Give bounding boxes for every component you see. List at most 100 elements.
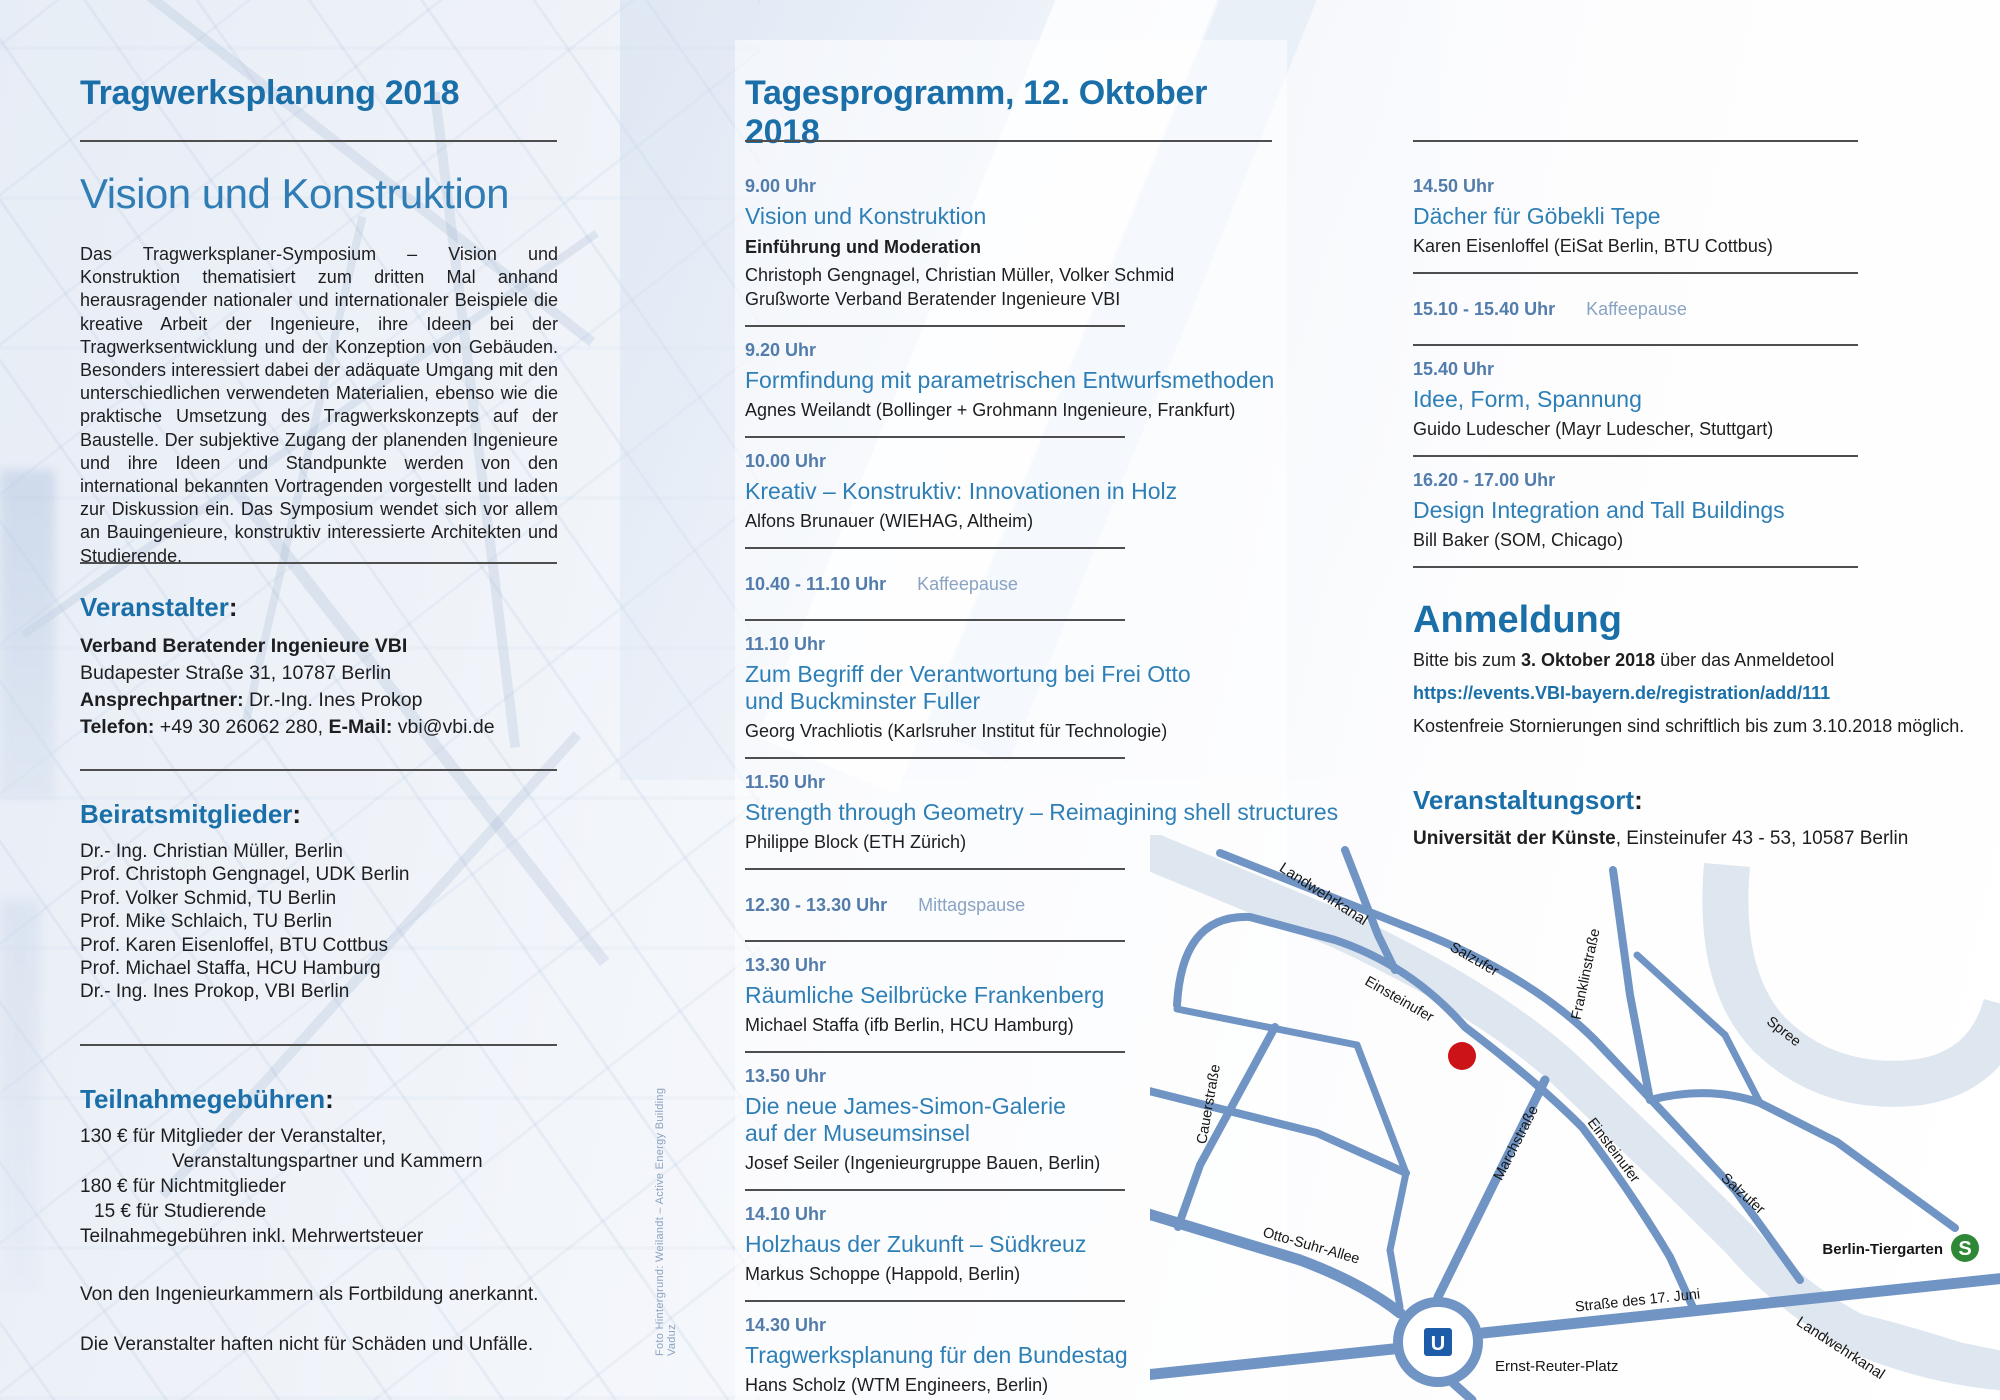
session-speakers: Guido Ludescher (Mayr Ludescher, Stuttga… <box>1413 419 1774 439</box>
session-speakers: Karen Eisenloffel (EiSat Berlin, BTU Cot… <box>1413 236 1773 256</box>
side-street <box>1150 1087 1410 1177</box>
session-title: Idee, Form, Spannung <box>1413 386 1642 412</box>
organizer-heading: Veranstalter: <box>80 592 238 622</box>
session-title: Die neue James-Simon-Galerie <box>745 1093 1066 1119</box>
map-label-berlin-tiergarten: Berlin-Tiergarten <box>1822 1241 1943 1258</box>
registration-link[interactable]: https://events.VBI-bayern.de/registratio… <box>1413 683 1831 703</box>
session-title-line2: und Buckminster Fuller <box>745 688 981 714</box>
ubahn-icon <box>1424 1328 1452 1356</box>
session: 14.50 Uhr Dächer für Göbekli Tepe Karen … <box>1413 142 1858 272</box>
pause-label: Kaffeepause <box>1586 299 1687 319</box>
session-time: 13.50 Uhr <box>745 1066 827 1086</box>
session: 14.30 Uhr Tragwerksplanung für den Bunde… <box>745 1302 1272 1400</box>
divider <box>745 940 1125 942</box>
canal-fork-water <box>1788 1297 2000 1366</box>
session-speakers: Agnes Weilandt (Bollinger + Grohmann Ing… <box>745 400 1236 420</box>
side-street <box>1633 951 1729 1039</box>
pause-row: 15.10 - 15.40 Uhr Kaffeepause <box>1413 274 1858 344</box>
session-speakers: Michael Staffa (ifb Berlin, HCU Hamburg) <box>745 1015 1074 1035</box>
cancellation-note: Kostenfreie Stornierungen sind schriftli… <box>1413 716 1965 736</box>
pause-row: 12.30 - 13.30 Uhr Mittagspause <box>745 870 1272 940</box>
session: 15.40 Uhr Idee, Form, Spannung Guido Lud… <box>1413 346 1858 455</box>
side-street <box>1173 1005 1361 1049</box>
divider <box>1413 455 1858 457</box>
divider <box>745 1051 1125 1053</box>
registration-section: Anmeldung Bitte bis zum 3. Oktober 2018 … <box>1413 600 1998 850</box>
fee-line: 180 € für Nichtmitglieder <box>80 1176 286 1197</box>
program-title: Tagesprogramm, 12. Oktober 2018 <box>745 74 1208 151</box>
background-edge-shade <box>0 900 40 1290</box>
session-list: 14.50 Uhr Dächer für Göbekli Tepe Karen … <box>1413 142 1858 568</box>
session: 13.30 Uhr Räumliche Seilbrücke Frankenbe… <box>745 942 1272 1051</box>
divider <box>1413 344 1858 346</box>
session-title: Vision und Konstruktion <box>745 203 987 229</box>
side-street <box>1448 1378 1477 1400</box>
session-title: Design Integration and Tall Buildings <box>1413 497 1785 523</box>
marchstrasse-street <box>1433 1075 1550 1302</box>
strasse17juni-west <box>1150 1343 1399 1381</box>
accreditation-note: Von den Ingenieurkammern als Fortbildung… <box>80 1284 539 1305</box>
organizer-contact: Ansprechpartner: Dr.-Ing. Ines Prokop <box>80 689 423 711</box>
divider <box>745 619 1125 621</box>
divider <box>745 140 1272 142</box>
pause-time: 10.40 - 11.10 Uhr <box>745 574 887 594</box>
pause-time: 15.10 - 15.40 Uhr <box>1413 299 1556 319</box>
session: 11.10 Uhr Zum Begriff der Verantwortung … <box>745 621 1272 757</box>
sbahn-icon-letter: S <box>1958 1238 1971 1260</box>
divider <box>1413 272 1858 274</box>
left-column: Tragwerksplanung 2018 Vision und Konstru… <box>80 0 558 1400</box>
session-subtitle: Einführung und Moderation <box>745 237 981 257</box>
fee-line: 130 € für Mitglieder der Veranstalter, <box>80 1126 387 1147</box>
fees-list: 130 € für Mitglieder der Veranstalter, V… <box>80 1124 558 1249</box>
divider <box>80 769 557 771</box>
session-time: 14.50 Uhr <box>1413 176 1495 196</box>
divider <box>745 436 1125 438</box>
session: 14.10 Uhr Holzhaus der Zukunft – Südkreu… <box>745 1191 1272 1300</box>
divider <box>80 562 557 564</box>
pause-row: 10.40 - 11.10 Uhr Kaffeepause <box>745 549 1272 619</box>
session-speakers: Markus Schoppe (Happold, Berlin) <box>745 1264 1021 1284</box>
liability-note: Die Veranstalter haften nicht für Schäde… <box>80 1334 534 1355</box>
map-canvas: U S Landwehrkanal Salzufer Einsteinufer … <box>1150 835 2000 1400</box>
session-time: 11.10 Uhr <box>745 634 826 654</box>
organizer-phone-email: Telefon: +49 30 26062 280, E-Mail: vbi@v… <box>80 716 495 738</box>
map-label-franklinstrasse: Franklinstraße <box>1569 927 1604 1021</box>
session-title: Räumliche Seilbrücke Frankenberg <box>745 982 1105 1008</box>
pause-time: 12.30 - 13.30 Uhr <box>745 895 888 915</box>
location-map: U S Landwehrkanal Salzufer Einsteinufer … <box>1150 835 2000 1400</box>
session-title: Kreativ – Konstruktiv: Innovationen in H… <box>745 478 1178 504</box>
registration-deadline: Bitte bis zum 3. Oktober 2018 über das A… <box>1413 650 1835 670</box>
list-item: Prof. Mike Schlaich, TU Berlin <box>80 911 333 933</box>
divider <box>745 868 1125 870</box>
cauerstrasse-street <box>1174 1023 1279 1231</box>
landwehrkanal-water <box>1150 835 2000 1391</box>
list-item: Prof. Christoph Gengnagel, UDK Berlin <box>80 864 410 886</box>
session: 9.20 Uhr Formfindung mit parametrischen … <box>745 327 1275 436</box>
session: 11.50 Uhr Strength through Geometry – Re… <box>745 759 1339 868</box>
strasse17juni-east <box>1477 1273 2000 1339</box>
venue-address: Universität der Künste, Einsteinufer 43 … <box>1413 828 1909 849</box>
sbahn-icon <box>1951 1234 1979 1262</box>
venue-heading: Veranstaltungsort: <box>1413 785 1643 815</box>
session: 10.00 Uhr Kreativ – Konstruktiv: Innovat… <box>745 438 1272 547</box>
fee-line: Teilnahmegebühren inkl. Mehrwertsteuer <box>80 1226 424 1247</box>
divider <box>745 547 1125 549</box>
divider <box>745 1189 1125 1191</box>
spree-water <box>1702 863 2000 1107</box>
session-title: Strength through Geometry – Reimagining … <box>745 799 1339 825</box>
session-title: Formfindung mit parametrischen Entwurfsm… <box>745 367 1275 393</box>
divider <box>1413 140 1858 142</box>
divider <box>745 757 1125 759</box>
organizer-address: Budapester Straße 31, 10787 Berlin <box>80 662 392 684</box>
board-member-list: Dr.- Ing. Christian Müller, Berlin Prof.… <box>80 840 558 1004</box>
session: 16.20 - 17.00 Uhr Design Integration and… <box>1413 457 1858 566</box>
einsteinufer-street <box>1173 912 1699 1316</box>
session: 13.50 Uhr Die neue James-Simon-Galerie a… <box>745 1053 1272 1189</box>
bridge-street <box>1341 846 1399 974</box>
franklinstrasse-street <box>1609 866 1654 1104</box>
session-speakers: Hans Scholz (WTM Engineers, Berlin) <box>745 1375 1049 1395</box>
session-speakers: Philippe Block (ETH Zürich) <box>745 832 967 852</box>
fee-line: 15 € für Studierende <box>94 1201 267 1222</box>
registration-heading: Anmeldung <box>1413 599 1622 641</box>
